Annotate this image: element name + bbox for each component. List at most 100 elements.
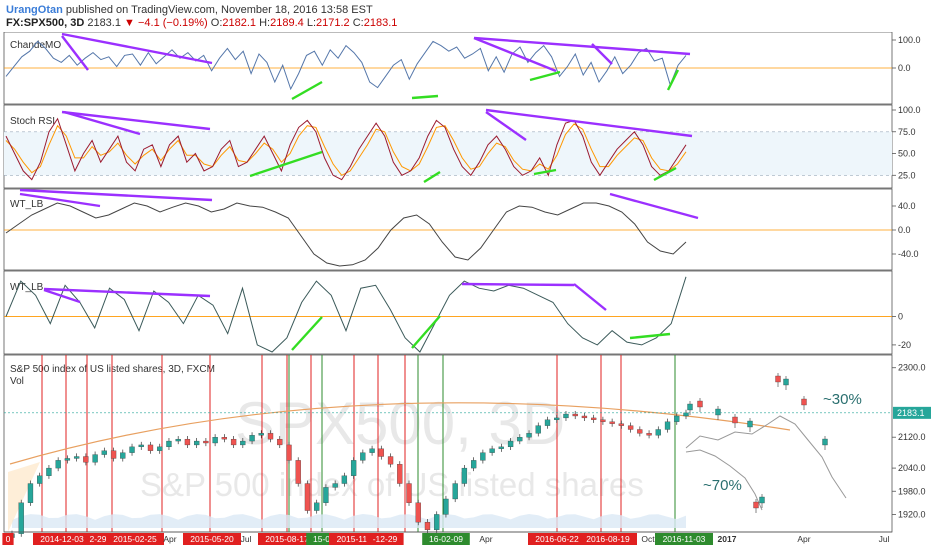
candle-body [286,444,292,461]
y-tick-label: -20 [898,340,911,350]
annotation-30pct: ~30% [823,391,862,408]
projection-candle [801,398,807,406]
candle-body [46,467,52,476]
y-tick-label: -40.0 [898,249,919,259]
candle-body [157,446,163,451]
green-trend-line [666,69,680,91]
candle-body [314,502,320,511]
green-trend-line [411,315,441,349]
stoch-band [4,131,892,176]
purple-trend-line [61,35,89,71]
y-axis-ticks: 100.0 0.0 100.0 75.0 50.0 25.0 40.0 0.0 -40.0 0 -2… [4,35,931,519]
candle-body [674,415,680,422]
x-axis-label: Jul [241,534,252,544]
candle-body [683,412,689,417]
candle-body [627,425,634,430]
candle-body [461,467,468,484]
candle-body [212,437,218,444]
purple-trend-line [61,32,213,65]
purple-trend-line [43,288,81,304]
projection-candle [759,496,765,504]
projection-candle [732,416,738,424]
purple-trend-line [485,108,693,138]
purple-trend-line [591,43,613,65]
candle-body [489,448,495,453]
green-trend-line [411,94,439,100]
green-trend-line [249,150,323,178]
x-axis-label: Apr [797,534,810,544]
candle-body [267,433,274,440]
candle-body [517,437,523,442]
y-tick-label: 1980.0 [898,486,926,496]
x-axis-label-bg [258,533,316,545]
candle-body [434,514,440,531]
y-tick-label: 2120.0 [898,432,926,442]
projection-line-down [685,449,763,511]
author-link[interactable]: UrangOtan [6,4,63,16]
candle-body [129,446,135,453]
x-axis-label-bg [2,533,14,545]
x-axis: 0 2014-12-03 2-29 2015-02-25 Apr 2015-05-20 Ju… [2,531,892,545]
candle-body [563,413,569,419]
x-axis-label-bg [579,533,637,545]
x-axis-label-bg [84,533,112,545]
projection-candle [715,408,721,416]
x-axis-label: -12-29 [373,534,398,544]
x-axis-label: 2015-11-30 [337,534,380,544]
pane-label-chandemo: ChandeMO [10,40,61,51]
chart-area[interactable]: ChandeMO Stoch RSI WT_LB WT_LB SPX500, 3… [0,32,932,550]
green-trend-line [533,168,557,176]
high-label: H: [259,17,271,29]
purple-trend-line [473,36,557,73]
candle-body [498,446,504,449]
candle-body [73,456,80,459]
purple-trend-line [573,283,607,311]
y-tick-label: 100.0 [898,105,921,115]
purple-trend-line [473,36,691,56]
candle-body [618,423,625,426]
candle-body [37,475,43,484]
low-value: 2171.2 [316,17,350,29]
low-label: L: [306,17,317,29]
x-axis-label-bg [106,533,164,545]
candle-body [378,448,384,457]
candle-body [637,429,643,434]
candle-body [304,483,311,511]
purple-trend-line [485,111,527,141]
candle-body [554,417,560,420]
candle-body [83,456,89,463]
x-axis-label: 2-29 [89,534,106,544]
candle-body [415,502,421,523]
y-tick-label: 2040.0 [898,463,926,473]
high-value: 2189.4 [270,17,304,29]
candle-body [526,433,532,438]
candle-body [581,415,588,419]
moving-average-curve [9,402,791,465]
y-tick-label: 100.0 [898,35,921,45]
last-price-tick: 2183.1 [897,408,925,418]
candle-body [397,464,403,484]
projection-candle [697,400,703,408]
pane-label-wt-lb-1: WT_LB [10,199,44,210]
y-tick-label: 25.0 [898,170,916,180]
pane-frame [3,270,893,355]
candle-body [572,413,578,417]
x-axis-label: 2016-06-22 [535,534,579,544]
candle-body [101,450,107,455]
purple-trend-line [63,110,141,136]
candle-body [295,460,301,484]
chart-header: UrangOtan published on TradingView.com, … [0,0,932,32]
candle-body [194,440,200,446]
x-axis-label: 2016-11-03 [663,534,706,544]
pane-frame [3,188,893,271]
symbol-label[interactable]: FX:SPX500, 3D [6,17,85,29]
candle-body [258,433,264,436]
projection-candle [775,375,781,383]
purple-trend-line [61,110,211,131]
candle-body [360,452,366,461]
purple-trend-line [19,192,101,208]
candle-body [277,438,283,446]
projection-candle [747,420,753,428]
y-tick-label: 1920.0 [898,509,926,519]
candle-body [147,444,154,451]
